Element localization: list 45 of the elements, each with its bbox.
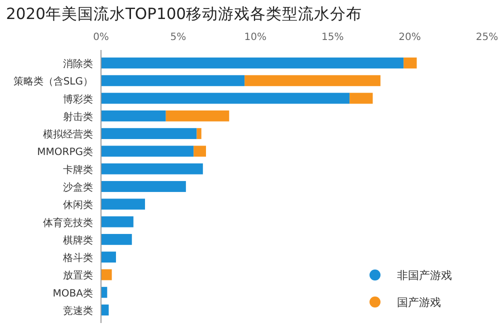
y-tick-label: 博彩类 [63, 93, 93, 106]
bar [101, 146, 194, 157]
y-tick-label: MMORPG类 [37, 146, 93, 158]
chart-title: 2020年美国流水TOP100移动游戏各类型流水分布 [6, 5, 362, 23]
legend-label: 国产游戏 [397, 296, 441, 309]
y-tick-label: 竞速类 [63, 305, 93, 317]
bar [101, 216, 134, 228]
y-tick-label: 放置类 [63, 270, 93, 282]
bar [101, 304, 109, 316]
y-tick-label: 卡牌类 [63, 164, 93, 176]
bar [244, 75, 380, 86]
legend-label: 非国产游戏 [397, 269, 452, 282]
bar [101, 269, 112, 280]
bar [101, 92, 350, 104]
x-tick-label: 5% [170, 32, 186, 43]
y-tick-label: 棋牌类 [63, 234, 93, 246]
y-tick-label: 格斗类 [62, 252, 93, 264]
y-tick-label: MOBA类 [52, 287, 93, 300]
bar [196, 128, 202, 140]
bar [101, 163, 203, 174]
bar [101, 252, 116, 263]
x-tick-label: 15% [321, 32, 344, 43]
y-tick-label: 消除类 [63, 58, 93, 70]
x-tick-label: 0% [93, 32, 109, 43]
bar [194, 146, 206, 157]
bar [101, 198, 146, 210]
bar [101, 286, 108, 298]
x-tick-label: 20% [398, 32, 421, 43]
y-tick-label: 射击类 [63, 110, 93, 123]
bar [101, 181, 186, 192]
bar [350, 92, 373, 104]
y-tick-label: 模拟经营类 [43, 128, 93, 141]
bar [101, 128, 197, 140]
y-tick-label: 沙盒类 [63, 182, 93, 194]
y-tick-label: 策略类（含SLG） [13, 76, 93, 88]
bar [101, 58, 404, 68]
x-tick-label: 25% [476, 32, 498, 43]
bar [101, 110, 166, 122]
bar [166, 110, 230, 122]
bar [404, 58, 417, 68]
y-tick-label: 体育竞技类 [43, 216, 93, 229]
bar [101, 75, 245, 86]
bar [101, 234, 132, 245]
x-tick-label: 10% [244, 32, 267, 43]
y-tick-label: 休闲类 [63, 199, 93, 212]
